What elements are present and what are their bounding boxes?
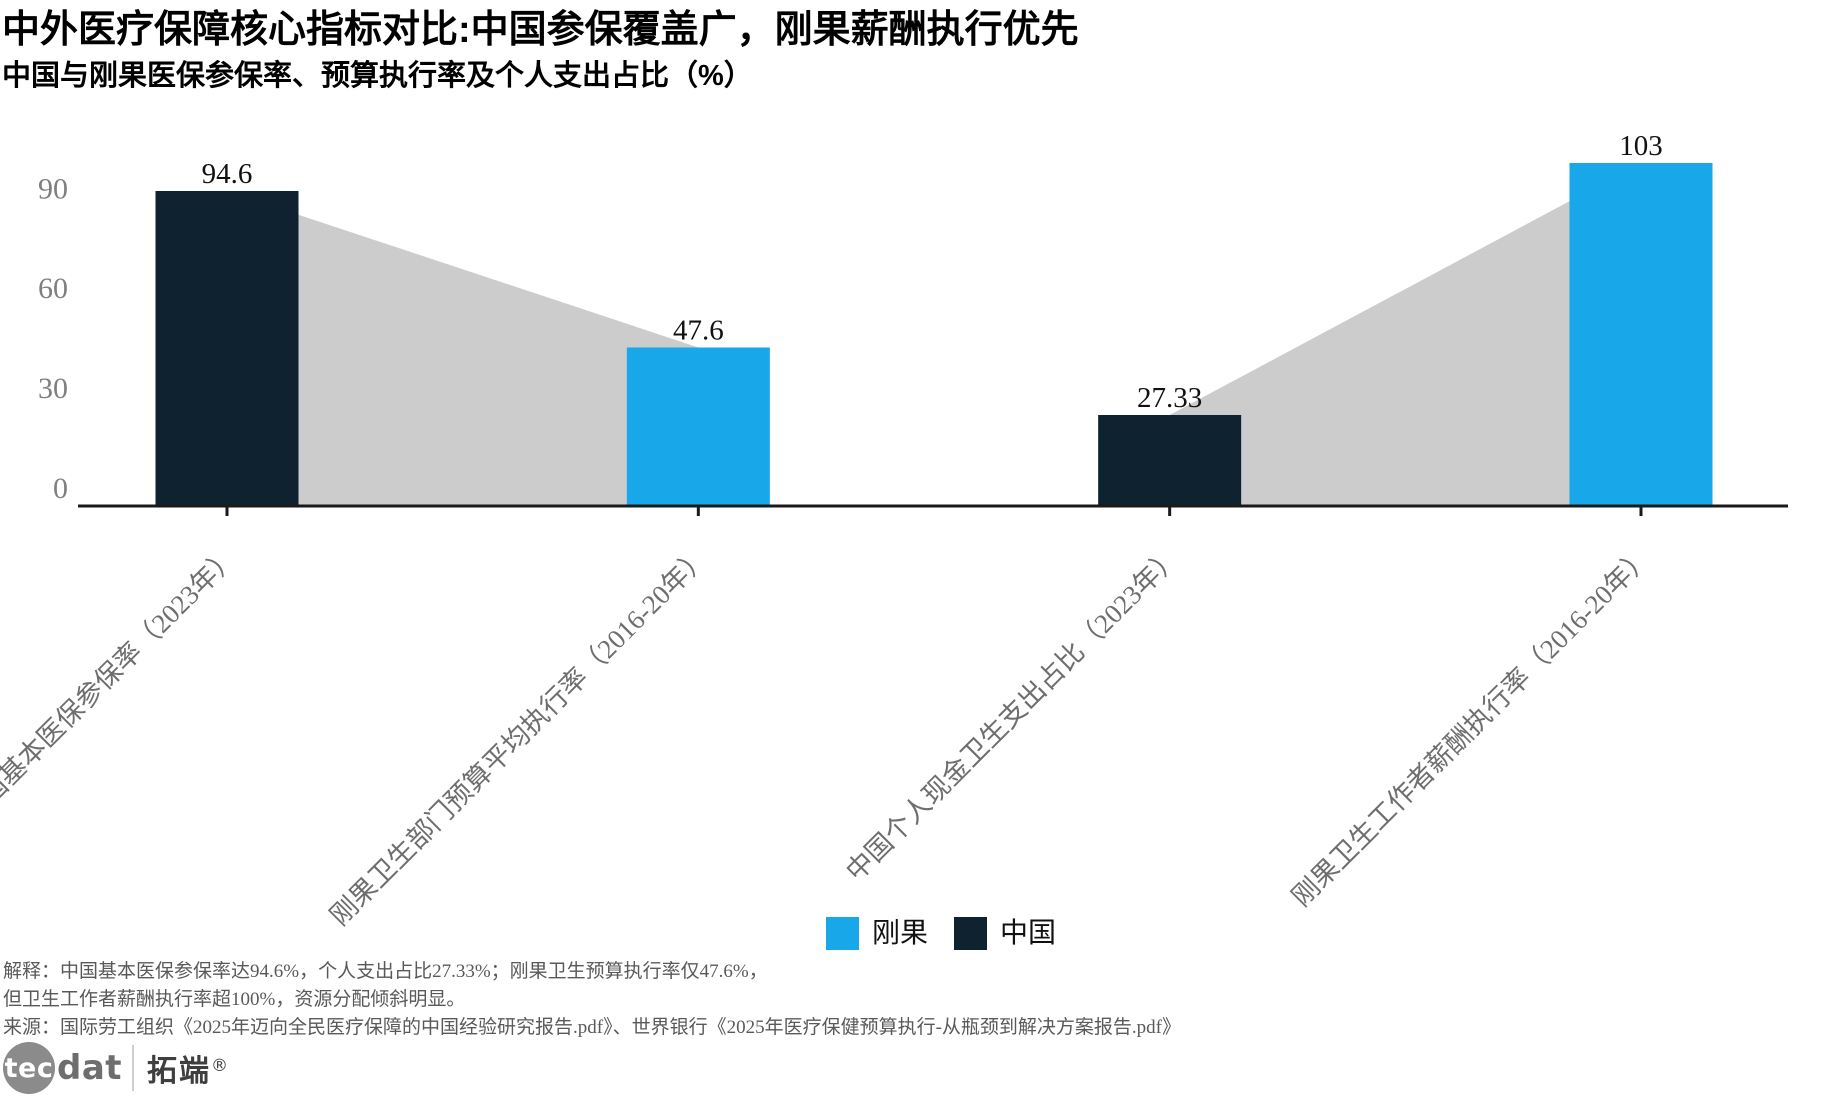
y-axis-tick-label: 90 [38, 172, 68, 205]
tecdat-logo: tec dat 拓端® [3, 1041, 230, 1095]
legend-swatch [826, 917, 859, 950]
chart-bar [1569, 163, 1713, 506]
tecdat-logo-circle-icon: tec [3, 1042, 55, 1094]
bar-value-label: 27.33 [1137, 382, 1202, 414]
legend-label: 刚果 [872, 918, 929, 949]
chart-legend: 刚果 中国 [826, 917, 1056, 950]
x-category-label: 中国个人现金卫生支出占比（2023年） [840, 541, 1186, 887]
chart-bar [626, 347, 770, 506]
chart-bar [155, 190, 299, 506]
x-category-label: 刚果卫生工作者薪酬执行率（2016-20年） [1286, 541, 1657, 912]
footnote-explanation-line2: 但卫生工作者薪酬执行率超100%，资源分配倾斜明显。 [3, 989, 466, 1010]
y-axis-tick-label: 60 [38, 272, 68, 305]
tecdat-logo-dat-text: dat [57, 1048, 123, 1088]
tecdat-brand-name: 拓端® [147, 1054, 231, 1089]
y-axis-tick-label: 0 [53, 472, 68, 505]
connector-band [227, 190, 699, 506]
page-subtitle: 中国与刚果医保参保率、预算执行率及个人支出占比（%） [2, 60, 753, 92]
legend-item: 中国 [954, 917, 1056, 950]
registered-mark: ® [211, 1056, 231, 1076]
page-title: 中外医疗保障核心指标对比:中国参保覆盖广，刚果薪酬执行优先 [2, 9, 1079, 51]
chart-bar [1098, 414, 1242, 506]
legend-label: 中国 [1000, 918, 1057, 949]
bar-value-label: 103 [1619, 130, 1663, 162]
footnotes: 解释：中国基本医保参保率达94.6%，个人支出占比27.33%；刚果卫生预算执行… [3, 958, 1181, 1042]
connector-band [1169, 163, 1641, 506]
bar-value-label: 47.6 [673, 314, 724, 346]
bar-value-label: 94.6 [202, 158, 253, 190]
footnote-source: 来源：国际劳工组织《2025年迈向全民医疗保障的中国经验研究报告.pdf》、世界… [3, 1017, 1181, 1038]
x-category-label: 中国基本医保参保率（2023年） [0, 541, 243, 829]
legend-swatch [954, 917, 988, 950]
legend-item: 刚果 [826, 917, 928, 950]
logo-divider [132, 1045, 135, 1091]
page-header: 中外医疗保障核心指标对比:中国参保覆盖广，刚果薪酬执行优先 中国与刚果医保参保率… [2, 8, 1079, 94]
footnote-explanation-line1: 解释：中国基本医保参保率达94.6%，个人支出占比27.33%；刚果卫生预算执行… [3, 961, 768, 982]
y-axis-tick-label: 30 [38, 372, 68, 405]
x-category-label: 刚果卫生部门预算平均执行率（2016-20年） [324, 541, 714, 931]
